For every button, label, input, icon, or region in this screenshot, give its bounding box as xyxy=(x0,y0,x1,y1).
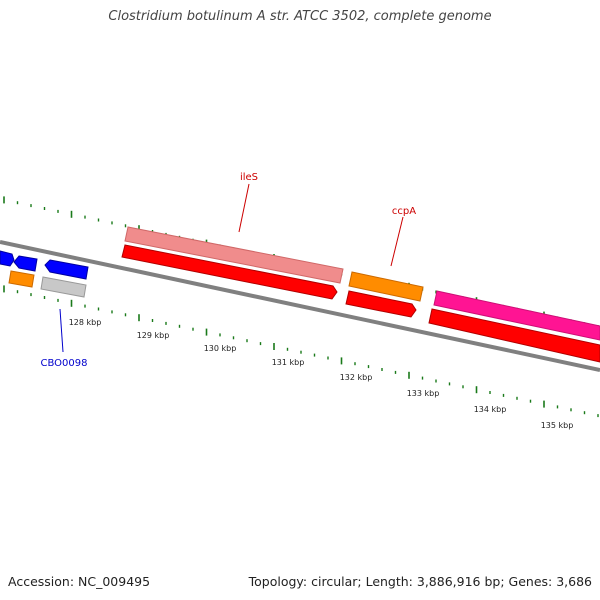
gene-blue-3[interactable] xyxy=(44,259,89,280)
kbp-label: 132 kbp xyxy=(340,373,373,382)
gene-blue-2[interactable] xyxy=(13,255,38,272)
gene-red-1[interactable] xyxy=(121,244,338,300)
kbp-label: 130 kbp xyxy=(204,344,237,353)
map-title: Clostridium botulinum A str. ATCC 3502, … xyxy=(108,9,492,24)
gene-label-ccpA: ccpA xyxy=(392,206,416,217)
gene-ccpA[interactable] xyxy=(348,271,424,302)
kbp-label: 133 kbp xyxy=(407,389,440,398)
kbp-label: 135 kbp xyxy=(541,421,574,430)
accession-text: Accession: NC_009495 xyxy=(8,574,151,589)
ccpA-leader-line xyxy=(390,216,404,267)
ileS-leader-line xyxy=(238,183,250,233)
genome-backbone xyxy=(0,240,600,372)
kbp-label: 131 kbp xyxy=(272,358,305,367)
gene-red-2[interactable] xyxy=(345,290,417,318)
gene-label-ileS: ileS xyxy=(240,172,258,183)
gene-blue-1[interactable] xyxy=(0,250,15,267)
tick-track-lower xyxy=(3,285,599,418)
genome-summary-text: Topology: circular; Length: 3,886,916 bp… xyxy=(248,574,592,589)
CBO0098-leader-line xyxy=(59,308,64,353)
kbp-label: 134 kbp xyxy=(474,405,507,414)
kbp-label: 129 kbp xyxy=(137,331,170,340)
gene-CBO0098[interactable] xyxy=(40,276,87,298)
gene-label-CBO0098: CBO0098 xyxy=(41,358,88,369)
gene-orange-small[interactable] xyxy=(8,270,35,288)
gene-red-3[interactable] xyxy=(428,308,600,363)
gene-ileS[interactable] xyxy=(124,226,344,284)
gene-magenta[interactable] xyxy=(433,290,600,341)
kbp-label: 128 kbp xyxy=(69,318,102,327)
